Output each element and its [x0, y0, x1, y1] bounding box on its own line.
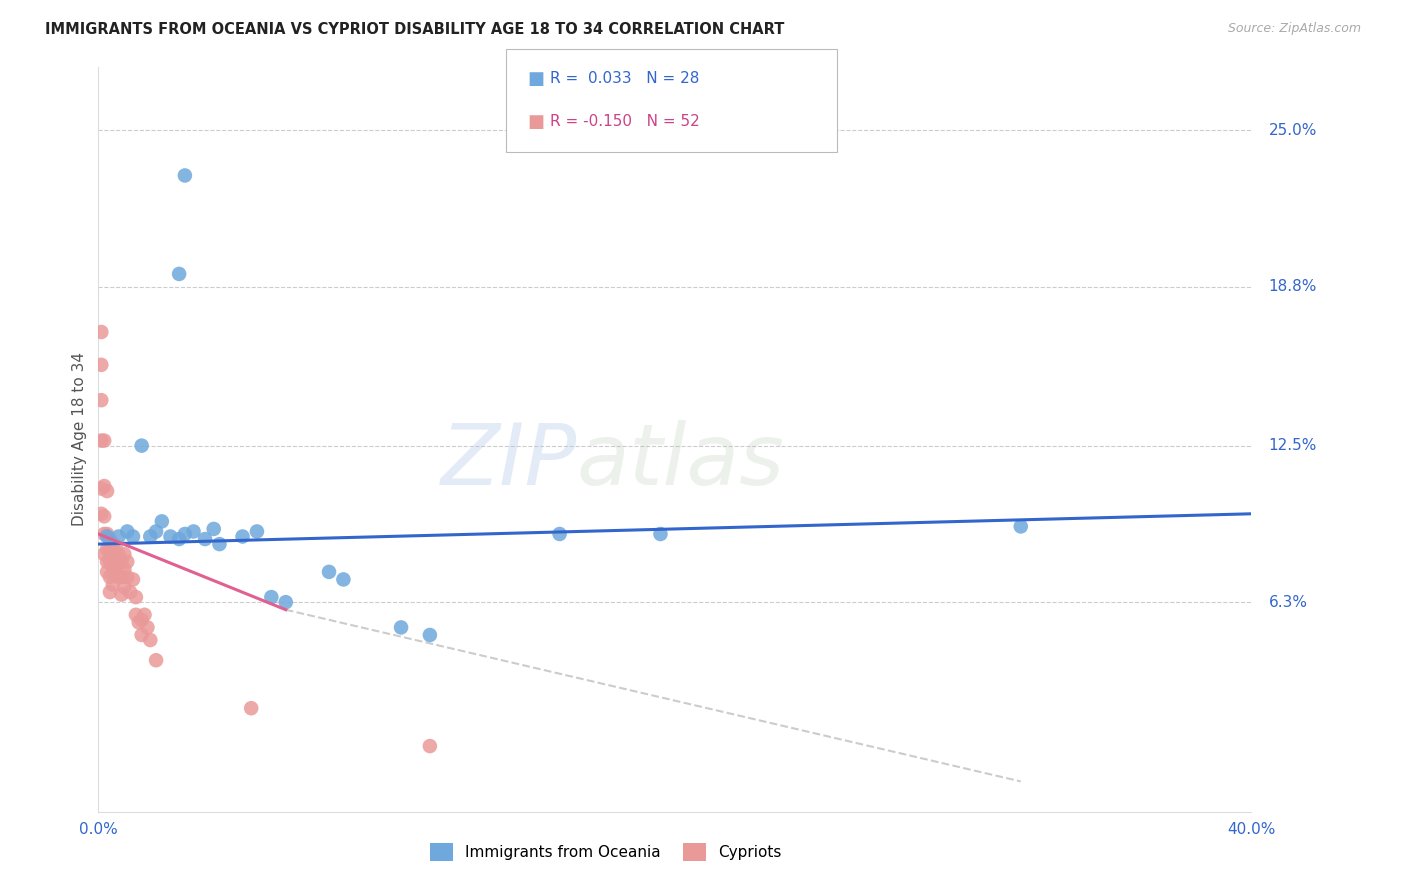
Point: [650, 527, 672, 541]
Point: [98, 570, 121, 584]
Point: [167, 267, 190, 281]
Point: [98, 555, 121, 569]
Point: [174, 527, 197, 541]
Point: [117, 570, 139, 584]
Text: IMMIGRANTS FROM OCEANIA VS CYPRIOT DISABILITY AGE 18 TO 34 CORRELATION CHART: IMMIGRANTS FROM OCEANIA VS CYPRIOT DISAB…: [45, 22, 785, 37]
Point: [93, 547, 115, 561]
Point: [93, 434, 115, 448]
Point: [134, 607, 156, 622]
Text: 0.0%: 0.0%: [79, 822, 118, 837]
Point: [145, 653, 167, 667]
Point: [104, 540, 127, 554]
Point: [274, 595, 297, 609]
Point: [120, 585, 142, 599]
Point: [90, 482, 112, 496]
Point: [98, 585, 121, 599]
Text: 40.0%: 40.0%: [1227, 822, 1275, 837]
Point: [98, 532, 121, 546]
Text: R =  0.033   N = 28: R = 0.033 N = 28: [550, 71, 699, 87]
Text: 25.0%: 25.0%: [1268, 122, 1317, 137]
Point: [90, 393, 112, 408]
Text: 6.3%: 6.3%: [1268, 595, 1308, 609]
Point: [419, 739, 441, 753]
Point: [110, 555, 132, 569]
Y-axis label: Disability Age 18 to 34: Disability Age 18 to 34: [72, 352, 87, 526]
Text: atlas: atlas: [576, 420, 785, 503]
Point: [101, 559, 124, 574]
Point: [107, 547, 129, 561]
Point: [389, 620, 412, 634]
Point: [112, 580, 135, 594]
Point: [96, 527, 118, 541]
Point: [90, 507, 112, 521]
Point: [125, 590, 148, 604]
Point: [96, 555, 118, 569]
Point: [112, 547, 135, 561]
Point: [122, 529, 145, 543]
Point: [332, 573, 354, 587]
Point: [107, 570, 129, 584]
Point: [104, 567, 127, 582]
Point: [150, 514, 173, 528]
Point: [117, 524, 139, 539]
Point: [96, 565, 118, 579]
Point: [101, 547, 124, 561]
Text: R = -0.150   N = 52: R = -0.150 N = 52: [550, 114, 700, 129]
Point: [174, 169, 197, 183]
Point: [194, 532, 217, 546]
Point: [208, 537, 231, 551]
Point: [104, 549, 127, 564]
Point: [128, 615, 150, 630]
Point: [131, 613, 153, 627]
Point: [93, 479, 115, 493]
Point: [240, 701, 263, 715]
Point: [260, 590, 283, 604]
Point: [139, 529, 162, 543]
Text: 18.8%: 18.8%: [1268, 279, 1317, 294]
Point: [96, 529, 118, 543]
Point: [96, 542, 118, 557]
Point: [136, 620, 159, 634]
Point: [131, 628, 153, 642]
Point: [112, 562, 135, 576]
Point: [117, 555, 139, 569]
Point: [110, 570, 132, 584]
Text: Source: ZipAtlas.com: Source: ZipAtlas.com: [1227, 22, 1361, 36]
Point: [548, 527, 571, 541]
Point: [419, 628, 441, 642]
Point: [90, 358, 112, 372]
Point: [125, 607, 148, 622]
Text: ■: ■: [527, 113, 544, 131]
Point: [107, 529, 129, 543]
Point: [96, 484, 118, 499]
Point: [90, 325, 112, 339]
Legend: Immigrants from Oceania, Cypriots: Immigrants from Oceania, Cypriots: [423, 837, 787, 867]
Point: [159, 529, 181, 543]
Point: [167, 532, 190, 546]
Point: [110, 588, 132, 602]
Point: [101, 577, 124, 591]
Point: [131, 439, 153, 453]
Point: [145, 524, 167, 539]
Text: ■: ■: [527, 70, 544, 87]
Point: [93, 527, 115, 541]
Point: [93, 509, 115, 524]
Point: [122, 573, 145, 587]
Point: [1010, 519, 1032, 533]
Point: [183, 524, 205, 539]
Point: [139, 633, 162, 648]
Point: [98, 542, 121, 557]
Point: [107, 558, 129, 572]
Text: ZIP: ZIP: [440, 420, 576, 503]
Point: [101, 537, 124, 551]
Point: [231, 529, 254, 543]
Point: [90, 434, 112, 448]
Point: [318, 565, 340, 579]
Point: [202, 522, 225, 536]
Point: [246, 524, 269, 539]
Text: 12.5%: 12.5%: [1268, 438, 1317, 453]
